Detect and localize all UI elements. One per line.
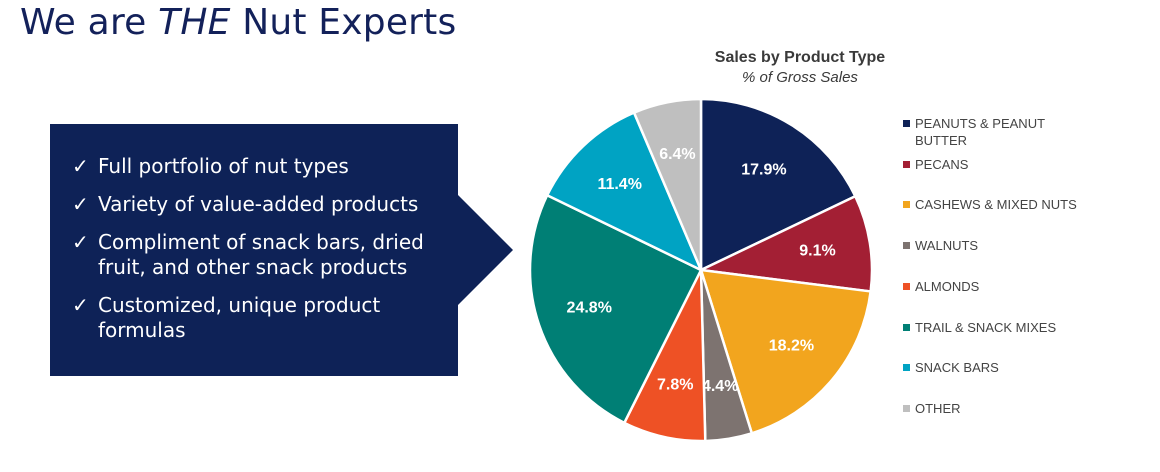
legend-item-4: ALMONDS — [903, 278, 1083, 295]
pie-slice-5 — [528, 194, 703, 425]
title-emphasis: THE — [158, 2, 231, 43]
legend-item-1: PECANS — [903, 156, 1083, 173]
pie-data-label-5: 24.8% — [567, 299, 612, 316]
slide-title: We are THE Nut Experts — [20, 2, 456, 43]
title-post: Nut Experts — [230, 2, 457, 43]
legend-swatch — [903, 120, 910, 127]
checkmark-icon: ✓ — [72, 154, 89, 178]
chart-subtitle: % of Gross Sales — [742, 69, 858, 86]
title-pre: We are — [20, 2, 159, 43]
legend-label: WALNUTS — [915, 238, 979, 254]
bullet-item: ✓ Full portfolio of nut types — [72, 154, 442, 179]
legend-swatch — [903, 201, 910, 209]
callout-arrow — [457, 194, 513, 306]
pie-slice-0 — [699, 97, 857, 272]
bullet-text: Variety of value-added products — [98, 192, 419, 216]
legend-label: SNACK BARS — [915, 360, 999, 376]
legend-item-2: CASHEWS & MIXED NUTS — [903, 196, 1083, 213]
checkmark-icon: ✓ — [72, 293, 89, 317]
chart-title: Sales by Product Type — [714, 49, 886, 66]
legend-label: PEANUTS & PEANUT BUTTER — [915, 116, 1045, 148]
legend-swatch — [903, 404, 910, 412]
bullet-item: ✓ Compliment of snack bars, dried fruit, … — [72, 230, 442, 280]
pie-data-label-3: 4.4% — [702, 378, 738, 395]
legend-swatch — [903, 282, 910, 290]
legend-label: OTHER — [915, 400, 961, 416]
pie-slice-6 — [545, 111, 703, 272]
pie-data-label-2: 18.2% — [769, 337, 814, 354]
pie-slice-1 — [699, 194, 874, 293]
bullet-text: Compliment of snack bars, dried fruit, a… — [98, 230, 424, 279]
pie-slice-2 — [699, 268, 872, 435]
legend-label: PECANS — [915, 156, 969, 172]
legend-swatch — [903, 160, 910, 168]
legend-swatch — [903, 364, 910, 372]
pie-data-label-7: 6.4% — [659, 146, 695, 163]
callout-box — [50, 124, 458, 376]
pie-slice-7 — [632, 97, 703, 272]
legend-item-6: SNACK BARS — [903, 359, 1083, 376]
pie-data-label-6: 11.4% — [597, 176, 641, 193]
pie-data-label-0: 17.9% — [741, 162, 786, 179]
bullet-list: ✓ Full portfolio of nut types ✓ Variety of… — [72, 154, 442, 356]
pie-data-label-4: 7.8% — [657, 377, 693, 394]
bullet-item: ✓ Customized, unique product formulas — [72, 293, 442, 343]
pie-data-label-1: 9.1% — [799, 243, 835, 260]
bullet-item: ✓ Variety of value-added products — [72, 192, 442, 217]
legend-item-0: PEANUTS & PEANUT BUTTER — [903, 115, 1083, 149]
legend-swatch — [903, 323, 910, 331]
bullet-text: Customized, unique product formulas — [98, 293, 381, 342]
legend-item-7: OTHER — [903, 400, 1083, 417]
legend-label: TRAIL & SNACK MIXES — [915, 319, 1057, 335]
legend-label: CASHEWS & MIXED NUTS — [915, 197, 1077, 213]
legend-item-3: WALNUTS — [903, 237, 1083, 254]
legend-label: ALMONDS — [915, 278, 980, 294]
legend-item-5: TRAIL & SNACK MIXES — [903, 319, 1083, 336]
legend-swatch — [903, 242, 910, 250]
bullet-text: Full portfolio of nut types — [98, 154, 349, 178]
checkmark-icon: ✓ — [72, 192, 89, 216]
checkmark-icon: ✓ — [72, 230, 89, 254]
